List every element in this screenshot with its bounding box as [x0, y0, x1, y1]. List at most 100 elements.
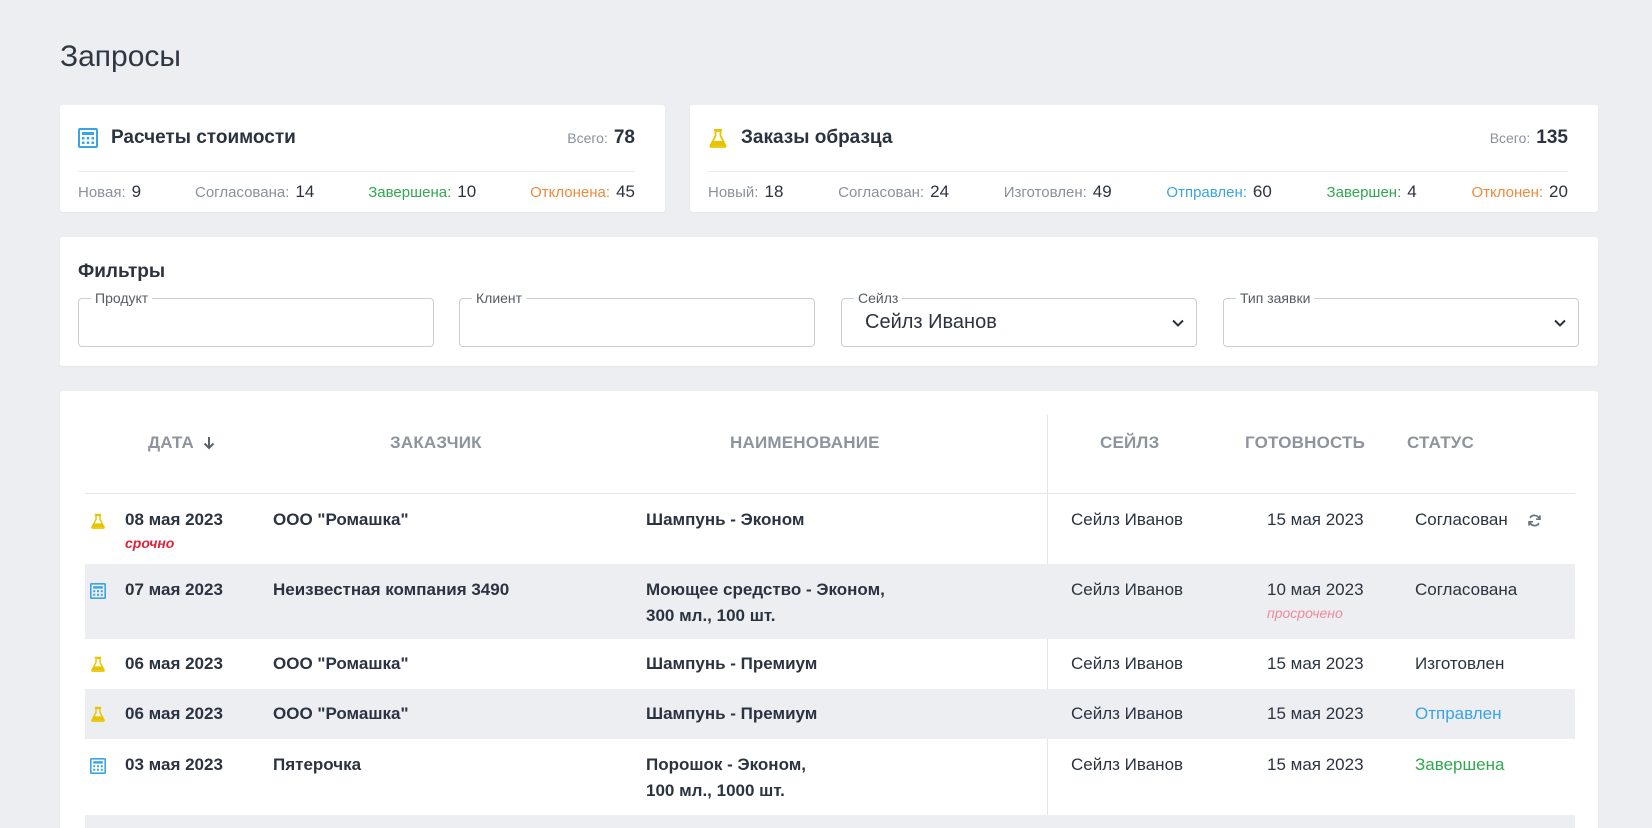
- row-readiness: 10 мая 2023: [1267, 580, 1364, 599]
- total-label: Всего:: [1489, 130, 1531, 146]
- row-name-detail: 300 мл., 100 шт.: [646, 606, 776, 625]
- row-sales: Сейлз Иванов: [1071, 755, 1184, 774]
- row-customer: ООО "Ромашка": [273, 704, 409, 723]
- row-status: Отправлен: [1415, 704, 1502, 723]
- row-customer: ООО "Ромашка": [273, 510, 409, 529]
- cost-calculations-header: Расчеты стоимости Всего: 78: [78, 105, 635, 172]
- stat-rejected[interactable]: Отклонена: 45: [530, 182, 635, 202]
- client-field[interactable]: Клиент: [459, 290, 815, 347]
- product-label: Продукт: [91, 290, 153, 306]
- refresh-icon[interactable]: [1527, 513, 1542, 528]
- stat-manufactured[interactable]: Изготовлен: 49: [1004, 182, 1112, 202]
- column-header-date-label: Дата: [148, 433, 194, 452]
- row-status: Изготовлен: [1415, 654, 1505, 673]
- row-sales: Сейлз Иванов: [1071, 654, 1184, 673]
- table-row[interactable]: 08 мая 2023 срочно ООО "Ромашка" Шампунь…: [85, 494, 1575, 564]
- row-status: Завершена: [1415, 755, 1505, 774]
- row-readiness: 15 мая 2023: [1267, 510, 1364, 529]
- row-sales: Сейлз Иванов: [1071, 704, 1184, 723]
- row-date: 06 мая 2023: [125, 654, 223, 673]
- column-header-sales[interactable]: Сейлз: [1100, 433, 1159, 453]
- row-date: 06 мая 2023: [125, 704, 223, 723]
- cost-calculations-title: Расчеты стоимости: [111, 127, 296, 148]
- row-name: Шампунь - Премиум: [646, 654, 818, 673]
- stat-label: Новый:: [708, 184, 759, 201]
- row-name: Шампунь - Премиум: [646, 704, 818, 723]
- flask-icon: [708, 128, 728, 148]
- table-row[interactable]: 06 мая 2023 ООО "Ромашка" Шампунь - Прем…: [85, 639, 1575, 689]
- client-label: Клиент: [472, 290, 527, 306]
- filters-panel: Фильтры Продукт Клиент Сейлз Сейлз Ивано…: [60, 237, 1598, 366]
- stat-rejected[interactable]: Отклонен: 20: [1471, 182, 1568, 202]
- sample-orders-title: Заказы образца: [741, 127, 893, 148]
- product-field[interactable]: Продукт: [78, 290, 434, 347]
- sample-orders-card[interactable]: Заказы образца Всего: 135 Новый: 18 Согла…: [690, 105, 1598, 212]
- row-sales: Сейлз Иванов: [1071, 580, 1184, 599]
- column-header-customer[interactable]: Заказчик: [390, 433, 482, 453]
- requests-table: Дата Заказчик Наименование Сейлз Готовно…: [60, 391, 1598, 828]
- stat-value: 24: [930, 182, 950, 201]
- row-name: Порошок - Эконом,: [646, 755, 807, 774]
- column-header-name-label: Наименование: [730, 433, 880, 452]
- column-header-date[interactable]: Дата: [148, 433, 216, 453]
- arrow-down-icon: [203, 437, 215, 450]
- header-divider: [85, 493, 1575, 494]
- row-readiness: 15 мая 2023: [1267, 704, 1364, 723]
- total-value: 135: [1536, 127, 1568, 148]
- column-header-status[interactable]: Статус: [1407, 433, 1474, 453]
- row-readiness: 15 мая 2023: [1267, 654, 1364, 673]
- sales-value: Сейлз Иванов: [865, 311, 997, 333]
- request-type-label: Тип заявки: [1236, 290, 1315, 306]
- overdue-note: просрочено: [1267, 605, 1343, 621]
- sales-select[interactable]: Сейлз Сейлз Иванов: [841, 290, 1197, 347]
- stat-value: 60: [1252, 182, 1272, 201]
- stat-value: 49: [1092, 182, 1112, 201]
- sample-orders-stats: Новый: 18 Согласован: 24 Изготовлен: 49 Отп…: [708, 172, 1568, 212]
- sample-orders-header: Заказы образца Всего: 135: [708, 105, 1568, 172]
- table-row[interactable]: 06 мая 2023 ООО "Ромашка" Шампунь - Прем…: [85, 689, 1575, 739]
- column-header-status-label: Статус: [1407, 433, 1475, 452]
- row-readiness: 15 мая 2023: [1267, 755, 1364, 774]
- stat-value: 9: [131, 182, 142, 201]
- stat-new[interactable]: Новый: 18: [708, 182, 783, 202]
- stat-label: Завершен:: [1326, 184, 1402, 201]
- stat-value: 14: [295, 182, 315, 201]
- request-type-select[interactable]: Тип заявки: [1223, 290, 1579, 347]
- cost-calculations-card[interactable]: Расчеты стоимости Всего: 78 Новая: 9 Согл…: [60, 105, 665, 212]
- row-status: Согласован: [1415, 510, 1508, 529]
- stat-label: Изготовлен:: [1003, 184, 1087, 201]
- stat-value: 18: [764, 182, 784, 201]
- stat-new[interactable]: Новая: 9: [78, 182, 141, 202]
- chevron-down-icon: [1172, 319, 1184, 327]
- row-sales: Сейлз Иванов: [1071, 510, 1184, 529]
- row-name-detail: 100 мл., 1000 шт.: [646, 781, 785, 800]
- calculator-icon: [90, 758, 106, 774]
- row-customer: ООО "Ромашка": [273, 654, 409, 673]
- row-name: Шампунь - Эконом: [646, 510, 805, 529]
- stat-agreed[interactable]: Согласована: 14: [195, 182, 314, 202]
- column-header-name[interactable]: Наименование: [730, 433, 880, 453]
- stat-value: 10: [457, 182, 477, 201]
- table-row[interactable]: 03 мая 2023 Пятерочка Порошок - Эконом, …: [85, 739, 1575, 815]
- calculator-icon: [78, 128, 98, 148]
- flask-icon: [91, 513, 105, 529]
- row-date: 07 мая 2023: [125, 580, 223, 599]
- stat-sent[interactable]: Отправлен: 60: [1166, 182, 1271, 202]
- stat-completed[interactable]: Завершена: 10: [368, 182, 476, 202]
- chevron-down-icon: [1554, 319, 1566, 327]
- column-header-readiness[interactable]: Готовность: [1245, 433, 1365, 453]
- table-row[interactable]: 07 мая 2023 Неизвестная компания 3490 Мо…: [85, 564, 1575, 639]
- stat-value: 4: [1407, 182, 1417, 201]
- row-customer: Неизвестная компания 3490: [273, 580, 510, 599]
- stat-completed[interactable]: Завершен: 4: [1327, 182, 1417, 202]
- page-title: Запросы: [60, 40, 181, 73]
- table-row[interactable]: [85, 815, 1575, 828]
- row-name: Моющее средство - Эконом,: [646, 580, 885, 599]
- stat-agreed[interactable]: Согласован: 24: [838, 182, 949, 202]
- column-header-readiness-label: Готовность: [1245, 433, 1366, 452]
- total-value: 78: [613, 127, 635, 148]
- row-customer: Пятерочка: [273, 755, 362, 774]
- stat-label: Новая:: [78, 184, 126, 201]
- row-status: Согласована: [1415, 580, 1518, 599]
- stat-label: Завершена:: [368, 184, 452, 201]
